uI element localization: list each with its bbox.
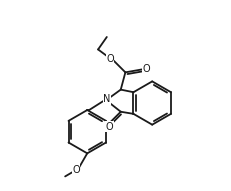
- Text: O: O: [106, 54, 114, 64]
- Text: N: N: [103, 95, 110, 104]
- Text: O: O: [72, 165, 80, 175]
- Text: O: O: [142, 64, 150, 74]
- Text: O: O: [106, 122, 113, 132]
